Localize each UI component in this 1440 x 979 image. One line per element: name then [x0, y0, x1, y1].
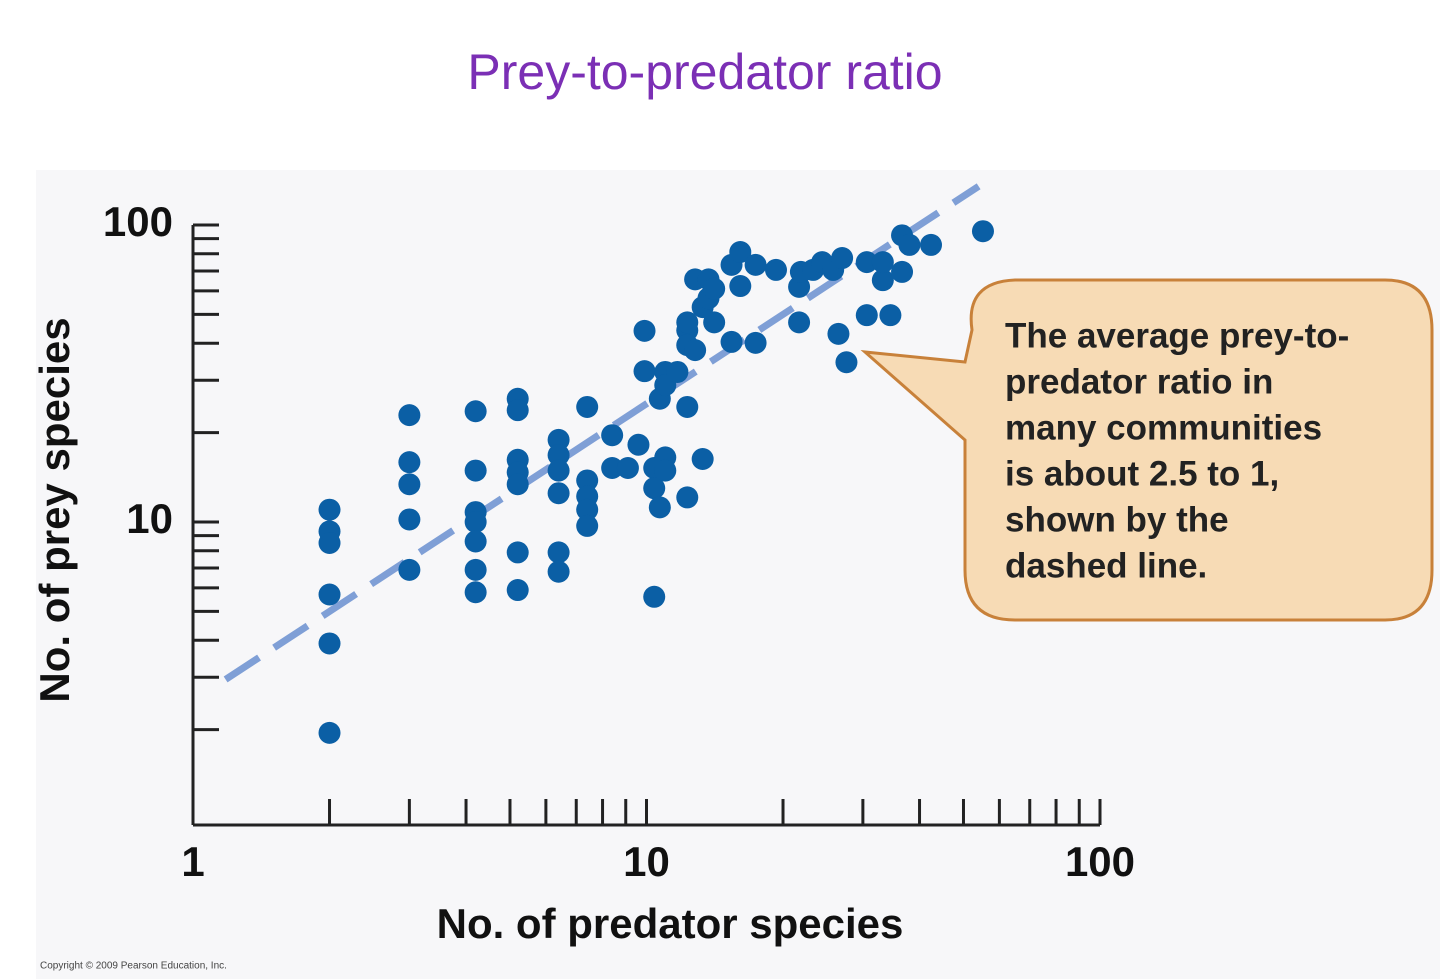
data-point: [547, 482, 570, 505]
data-point: [506, 473, 529, 496]
data-point: [871, 251, 894, 274]
data-point: [318, 721, 341, 744]
data-point: [547, 459, 570, 482]
y-tick-label: 10: [126, 495, 173, 542]
data-point: [879, 304, 902, 327]
data-point: [464, 558, 487, 581]
data-point: [576, 395, 599, 418]
data-point: [643, 477, 666, 500]
data-point: [855, 304, 878, 327]
data-point: [684, 339, 707, 362]
data-point: [744, 253, 767, 276]
ratio-line: [223, 183, 981, 683]
data-point: [703, 311, 726, 334]
data-point: [464, 530, 487, 553]
data-point: [729, 241, 752, 264]
data-point: [616, 456, 639, 479]
data-point: [971, 220, 994, 243]
data-point: [398, 508, 421, 531]
data-point: [633, 360, 656, 383]
data-point: [464, 400, 487, 423]
data-point: [666, 360, 689, 383]
data-point: [765, 258, 788, 281]
data-point: [676, 486, 699, 509]
annotation-line: predator ratio in: [1005, 362, 1273, 401]
chart-title: Prey-to-predator ratio: [467, 44, 942, 100]
data-point: [676, 311, 699, 334]
data-point: [891, 260, 914, 283]
data-point: [464, 459, 487, 482]
data-point: [576, 498, 599, 521]
y-tick-label: 100: [103, 198, 173, 245]
data-point: [547, 560, 570, 583]
annotation-line: dashed line.: [1005, 546, 1207, 585]
x-tick-label: 10: [623, 838, 670, 885]
copyright: Copyright © 2009 Pearson Education, Inc.: [40, 961, 227, 972]
data-point: [464, 511, 487, 533]
y-axis-label: No. of prey species: [31, 317, 78, 702]
data-point: [318, 531, 341, 554]
annotation-line: is about 2.5 to 1,: [1005, 454, 1279, 493]
x-tick-label: 1: [181, 838, 204, 885]
data-point: [318, 583, 341, 606]
data-point: [898, 233, 921, 256]
data-point: [729, 275, 752, 298]
data-point: [601, 456, 624, 479]
data-point: [398, 558, 421, 581]
data-point: [835, 351, 858, 374]
annotation-line: shown by the: [1005, 500, 1229, 539]
data-point: [318, 498, 341, 521]
data-point: [703, 277, 726, 300]
data-point: [576, 469, 599, 492]
callout-box: [860, 278, 1434, 622]
data-point: [398, 451, 421, 474]
data-point: [398, 404, 421, 427]
annotation-line: many communities: [1005, 408, 1322, 447]
data-point: [691, 447, 714, 470]
annotation-line: The average prey-to-: [1005, 316, 1349, 355]
data-point: [547, 541, 570, 564]
data-point: [506, 399, 529, 422]
data-point: [871, 269, 894, 292]
data-point: [920, 233, 943, 256]
data-point: [643, 585, 666, 608]
data-point: [398, 473, 421, 496]
data-point: [831, 247, 854, 270]
data-point: [744, 331, 767, 354]
data-point: [547, 444, 570, 467]
data-point: [648, 496, 671, 519]
x-axis-label: No. of predator species: [437, 900, 904, 947]
data-point: [506, 579, 529, 602]
data-point: [547, 428, 570, 451]
data-point: [576, 514, 599, 537]
data-point: [601, 424, 624, 447]
data-point: [464, 581, 487, 604]
data-point: [627, 433, 650, 456]
data-point: [676, 395, 699, 418]
data-point: [788, 311, 811, 334]
data-point: [855, 251, 878, 274]
data-point: [506, 541, 529, 564]
data-point: [318, 632, 341, 655]
x-tick-label: 100: [1065, 838, 1135, 885]
data-point: [720, 330, 743, 353]
data-point: [827, 322, 850, 345]
data-point: [654, 459, 677, 482]
data-point: [633, 319, 656, 342]
